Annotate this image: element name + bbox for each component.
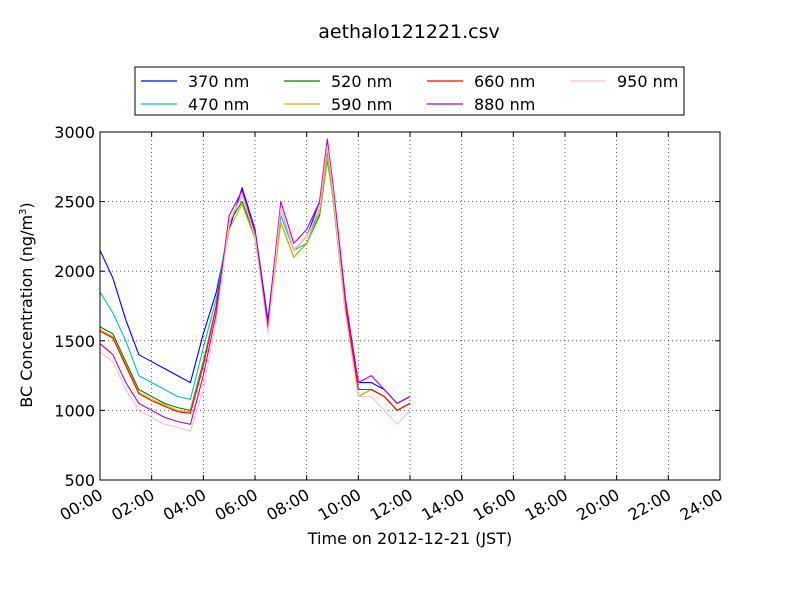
y-tick-label: 500 xyxy=(64,471,95,490)
y-tick-label: 2000 xyxy=(54,262,95,281)
x-tick-label: 20:00 xyxy=(573,485,622,525)
x-tick-label: 16:00 xyxy=(470,485,519,525)
y-tick-label: 1500 xyxy=(54,332,95,351)
x-tick-label: 08:00 xyxy=(263,485,312,525)
x-tick-label: 18:00 xyxy=(522,485,571,525)
legend-label: 590 nm xyxy=(331,95,392,114)
x-tick-label: 06:00 xyxy=(212,485,261,525)
series-line xyxy=(99,152,411,411)
y-axis-label-main: BC Concentration (ng/m xyxy=(17,215,36,408)
legend-label: 370 nm xyxy=(188,72,249,91)
x-tick-label: 10:00 xyxy=(315,485,364,525)
legend-label: 660 nm xyxy=(474,72,535,91)
legend-label: 520 nm xyxy=(331,72,392,91)
y-axis-label-superscript: 3 xyxy=(18,209,29,215)
legend-label: 880 nm xyxy=(474,95,535,114)
legend: 370 nm 470 nm 520 nm 590 nm 660 nm 880 nm 950 … xyxy=(134,66,685,116)
x-tick-label: 02:00 xyxy=(108,485,157,525)
y-tick-label: 3000 xyxy=(54,123,95,142)
y-axis-label-close: ) xyxy=(17,202,36,208)
axis-ticks xyxy=(99,131,721,481)
y-tick-label: 1000 xyxy=(54,401,95,420)
x-tick-label: 24:00 xyxy=(677,485,726,525)
x-tick-label: 04:00 xyxy=(160,485,209,525)
legend-box xyxy=(134,66,685,116)
y-tick-label: 2500 xyxy=(54,193,95,212)
x-axis-label: Time on 2012-12-21 (JST) xyxy=(307,529,512,548)
legend-label: 470 nm xyxy=(188,95,249,114)
legend-label: 950 nm xyxy=(617,72,678,91)
y-axis-label: BC Concentration (ng/m3) xyxy=(17,202,36,407)
series-line xyxy=(99,138,411,425)
y-tick-labels: 500 1000 1500 2000 2500 3000 xyxy=(54,123,95,490)
series-line xyxy=(99,145,411,414)
x-tick-label: 14:00 xyxy=(418,485,467,525)
chart-title: aethalo121221.csv xyxy=(318,21,500,43)
x-tick-label: 12:00 xyxy=(367,485,416,525)
series-lines xyxy=(99,138,411,432)
x-tick-label: 00:00 xyxy=(57,485,106,525)
grid-lines xyxy=(99,131,721,481)
x-tick-labels: 00:00 02:00 04:00 06:00 08:00 10:00 12:00 14:00… xyxy=(57,485,726,525)
x-tick-label: 22:00 xyxy=(625,485,674,525)
series-line xyxy=(99,145,411,432)
